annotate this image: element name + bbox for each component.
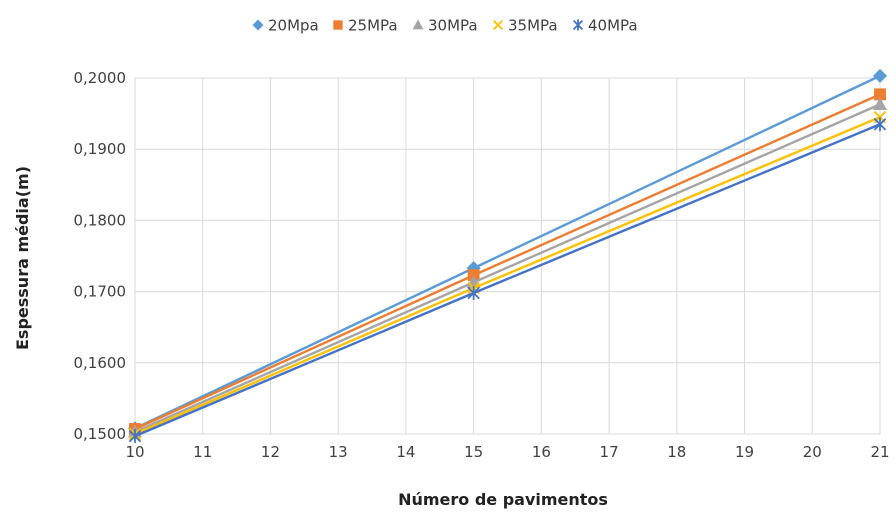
- star-marker: [128, 429, 142, 444]
- diamond-marker: [252, 19, 264, 31]
- series-line: [134, 93, 881, 431]
- y-tick-label: 0,1900: [74, 140, 127, 158]
- x-tick-label: 11: [193, 443, 212, 461]
- x-tick-label: 12: [261, 443, 280, 461]
- legend: 20Mpa 25MPa 30MPa 35MPa 40MPa: [252, 17, 638, 35]
- x-tick-label: 19: [735, 443, 754, 461]
- gridlines: [134, 77, 881, 435]
- legend-item: 25MPa: [333, 17, 398, 35]
- series: [128, 117, 887, 444]
- x-axis-ticks: 10 11 12 13 14 15 16 17 18 19 20 21: [125, 443, 889, 461]
- series-line: [134, 74, 881, 430]
- series-layer: [128, 68, 887, 444]
- y-tick-label: 0,1700: [74, 283, 127, 301]
- square-marker: [333, 20, 343, 30]
- x-marker: [492, 19, 504, 31]
- star-marker: [873, 117, 887, 132]
- series-line: [134, 103, 881, 433]
- legend-label: 30MPa: [428, 17, 478, 35]
- y-axis-title: Espessura média(m): [13, 166, 32, 350]
- legend-label: 35MPa: [508, 17, 558, 35]
- diamond-marker: [873, 68, 887, 83]
- legend-item: 30MPa: [412, 17, 478, 35]
- legend-item: 35MPa: [492, 17, 558, 35]
- series: [128, 97, 887, 438]
- triangle-marker: [873, 97, 887, 110]
- legend-item: 20Mpa: [252, 17, 319, 35]
- x-tick-label: 13: [329, 443, 348, 461]
- y-tick-label: 0,2000: [74, 69, 127, 87]
- legend-label: 20Mpa: [268, 17, 319, 35]
- x-tick-label: 14: [396, 443, 415, 461]
- triangle-marker: [412, 19, 424, 30]
- y-axis-ticks: 0,1500 0,1600 0,1700 0,1800 0,1900 0,2000: [74, 69, 127, 443]
- series-line: [134, 116, 881, 436]
- x-axis-title: Número de pavimentos: [398, 490, 608, 509]
- star-marker: [467, 286, 480, 301]
- legend-label: 40MPa: [588, 17, 638, 35]
- x-tick-label: 21: [870, 443, 889, 461]
- series: [129, 88, 886, 435]
- x-tick-label: 10: [125, 443, 144, 461]
- y-tick-label: 0,1800: [74, 211, 127, 229]
- x-tick-label: 18: [667, 443, 686, 461]
- x-tick-label: 20: [803, 443, 822, 461]
- x-tick-label: 16: [532, 443, 551, 461]
- square-marker: [467, 269, 480, 282]
- x-tick-label: 17: [600, 443, 619, 461]
- y-tick-label: 0,1500: [74, 425, 127, 443]
- star-marker: [572, 19, 584, 31]
- x-tick-label: 15: [464, 443, 483, 461]
- legend-label: 25MPa: [348, 17, 398, 35]
- series-line: [134, 123, 881, 438]
- legend-item: 40MPa: [572, 17, 638, 35]
- square-marker: [874, 88, 886, 101]
- y-tick-label: 0,1600: [74, 354, 127, 372]
